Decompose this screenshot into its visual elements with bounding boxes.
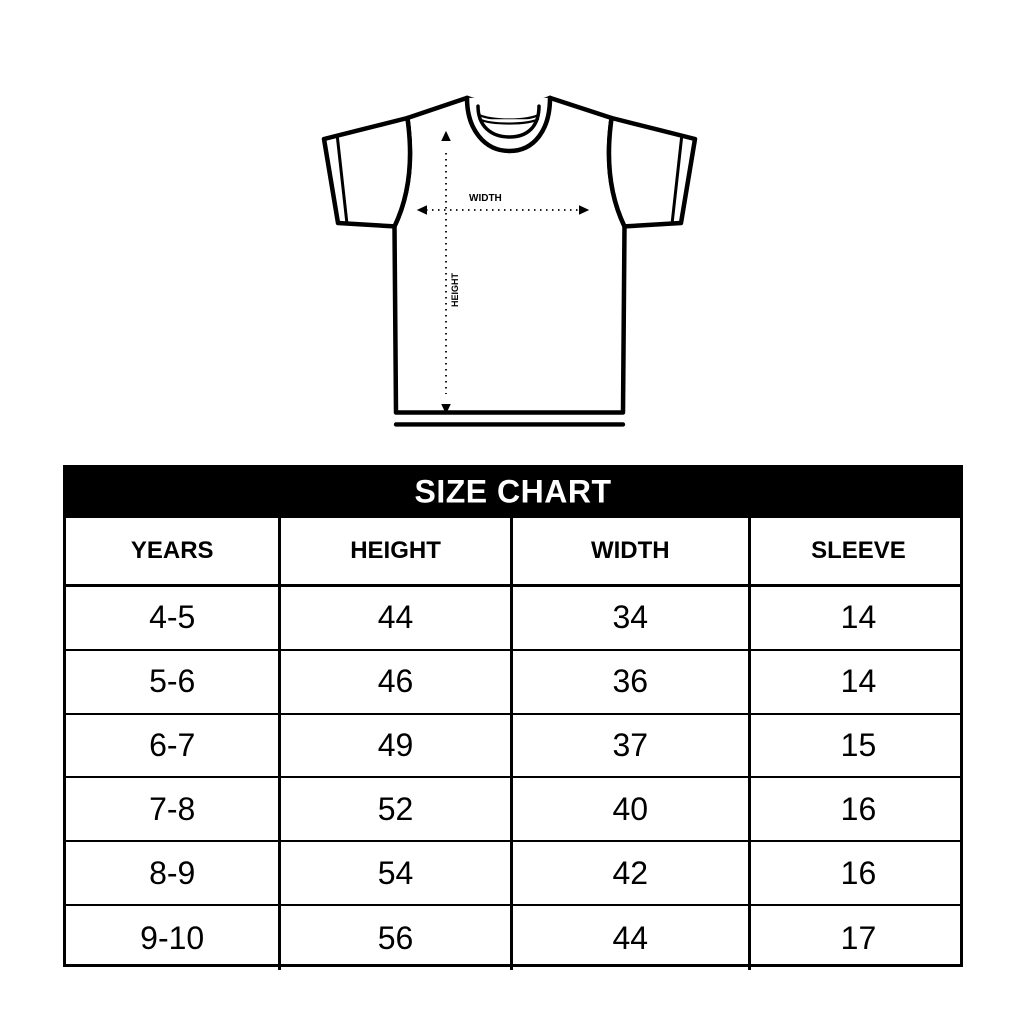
svg-text:WIDTH: WIDTH: [469, 193, 502, 204]
svg-text:HEIGHT: HEIGHT: [450, 273, 460, 308]
